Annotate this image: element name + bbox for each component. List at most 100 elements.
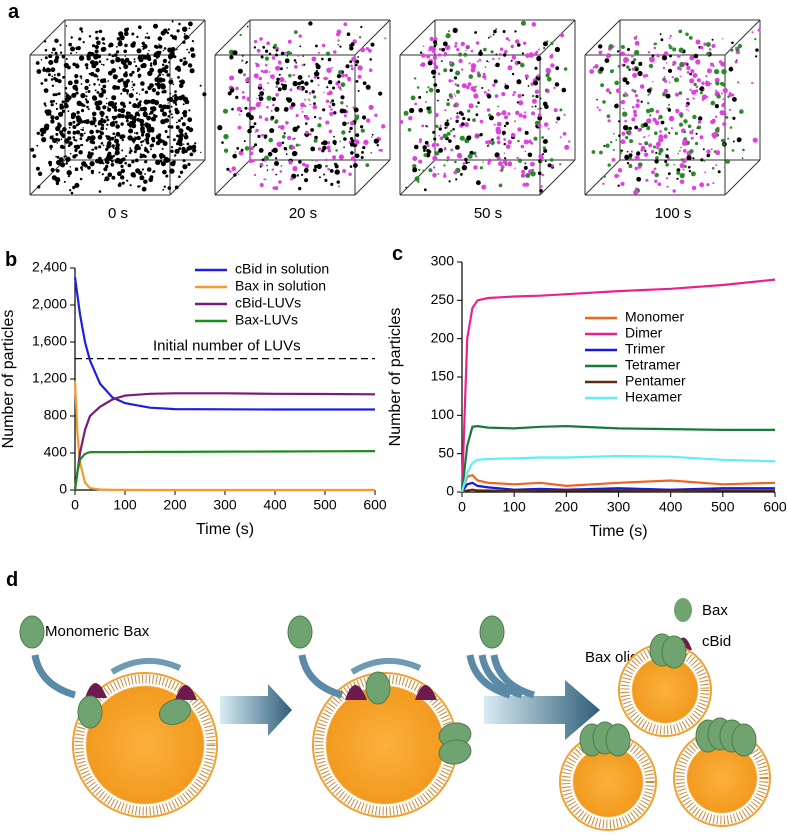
particle	[523, 41, 527, 45]
particle	[98, 83, 101, 86]
particle	[515, 39, 520, 44]
particle	[511, 55, 517, 60]
particle	[84, 98, 88, 101]
particle	[706, 51, 711, 56]
particle	[343, 22, 348, 27]
particle	[342, 109, 347, 114]
particle	[302, 55, 304, 57]
particle	[284, 51, 287, 54]
cube-edge	[399, 19, 436, 56]
particle	[440, 60, 443, 62]
particle	[517, 127, 522, 132]
particle	[315, 159, 318, 162]
particle	[50, 115, 55, 120]
particle	[714, 115, 718, 119]
particle	[704, 171, 707, 174]
particle	[69, 166, 72, 168]
particle	[423, 153, 428, 157]
particle	[275, 49, 279, 52]
particle	[498, 183, 503, 188]
particle	[70, 46, 75, 52]
caption: 20 s	[289, 205, 317, 222]
particle	[486, 108, 491, 112]
particle	[555, 121, 558, 124]
particle	[655, 156, 659, 160]
particle	[321, 57, 324, 61]
particle	[298, 144, 301, 147]
particle	[362, 115, 367, 120]
particle	[631, 158, 635, 162]
particle	[136, 48, 142, 54]
particle	[296, 54, 300, 57]
particle	[700, 87, 705, 92]
particle	[435, 88, 440, 93]
particle	[547, 76, 552, 82]
particle	[452, 128, 455, 131]
particle	[612, 69, 615, 71]
particle	[643, 136, 646, 139]
particle	[267, 82, 269, 85]
particle	[518, 100, 524, 106]
particle	[322, 140, 328, 146]
particle	[271, 168, 274, 171]
particle	[610, 140, 613, 144]
particle	[134, 158, 139, 163]
cube-edge	[214, 19, 251, 56]
particle	[499, 169, 502, 172]
particle	[258, 94, 261, 97]
particle	[80, 77, 83, 80]
particle	[647, 88, 652, 93]
particle	[686, 155, 692, 161]
particle	[488, 115, 494, 121]
particle	[695, 59, 701, 65]
particle	[169, 125, 174, 129]
particle	[115, 124, 120, 129]
particle	[342, 121, 347, 127]
particle	[181, 122, 186, 127]
particle	[718, 60, 723, 64]
particle	[625, 136, 629, 140]
particle	[55, 137, 58, 140]
particle	[323, 76, 328, 81]
particle	[358, 36, 362, 39]
particle	[717, 170, 721, 174]
particle	[264, 69, 268, 74]
particle	[511, 72, 515, 76]
particle	[362, 81, 367, 86]
particle	[549, 158, 554, 162]
particle	[438, 47, 442, 51]
particle	[670, 46, 673, 49]
line-series	[460, 454, 776, 493]
particle	[265, 49, 269, 53]
particle	[111, 144, 115, 148]
particle	[703, 88, 705, 91]
particle	[146, 167, 152, 172]
particle	[589, 69, 595, 74]
particle	[487, 36, 490, 39]
particle	[148, 177, 153, 183]
particle	[455, 119, 459, 124]
curved-arrow	[298, 654, 344, 699]
particle	[144, 90, 149, 94]
particle	[545, 73, 550, 78]
particle	[229, 75, 235, 81]
particle	[715, 164, 718, 167]
particle	[169, 92, 172, 95]
particle	[264, 155, 269, 161]
particle	[311, 56, 317, 62]
particle	[53, 58, 59, 64]
particle	[125, 119, 129, 123]
particle	[537, 115, 543, 121]
y-tick-label: 2,400	[32, 259, 67, 275]
particle	[140, 81, 145, 86]
legend-label: Dimer	[625, 325, 663, 341]
particle	[699, 91, 703, 95]
particle	[41, 137, 47, 143]
particle	[475, 105, 478, 108]
particle	[603, 175, 606, 178]
particle	[604, 58, 610, 63]
particle	[301, 63, 304, 67]
particle	[292, 166, 298, 172]
particle	[668, 103, 671, 106]
